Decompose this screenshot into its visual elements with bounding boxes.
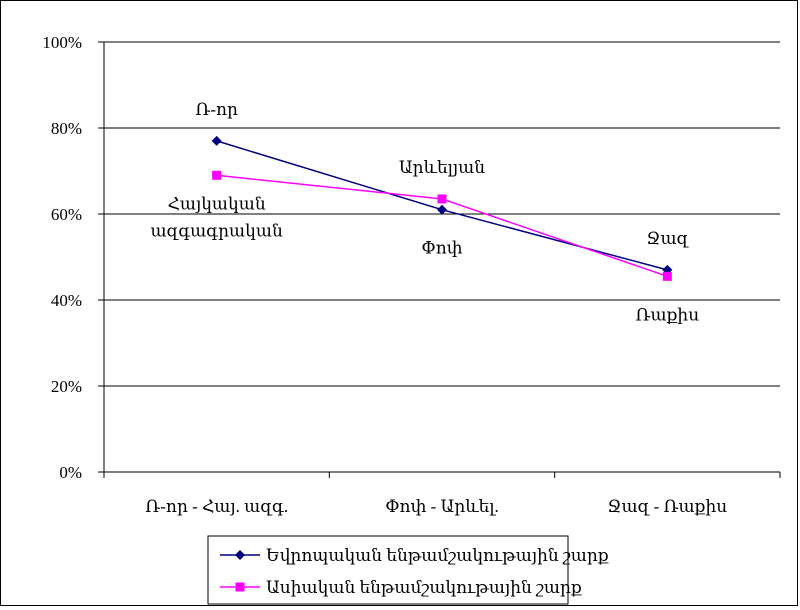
point-marker [662, 271, 672, 281]
data-label: Ռաքիս [635, 305, 699, 324]
y-tick-label: 20% [51, 377, 82, 396]
point-marker [211, 135, 222, 146]
x-tick-label: Ջազ - Ռաքիս [607, 497, 727, 516]
series-line-2 [216, 174, 668, 278]
y-tick-label: 60% [51, 205, 82, 224]
point-marker [437, 204, 447, 215]
point-marker [437, 194, 447, 204]
series-layer [211, 135, 673, 281]
data-label: Ջազ [646, 229, 688, 248]
legend-marker [235, 550, 245, 560]
data-label: Արևելյան [399, 158, 485, 177]
axes: 0% 20% 40% 60% 80% 100% Ռ-որ - Հայ. ազգ. Փոփ - … [42, 33, 781, 516]
data-labels: Ռ-որ Փոփ Ջազ Հայկական ազգագրական Արևելյան Ռաքի… [151, 100, 700, 324]
legend-box [207, 535, 569, 605]
x-tick-label: Փոփ - Արևել. [385, 497, 499, 516]
y-tick-label: 0% [59, 463, 82, 482]
y-tick-label: 100% [42, 33, 82, 52]
legend-marker [235, 582, 245, 592]
data-label: Փոփ [421, 239, 462, 258]
point-marker [212, 170, 222, 180]
data-label: Հայկական ազգագրական [151, 194, 283, 240]
data-label: Ռ-որ [195, 100, 238, 119]
legend: Եվրոպական ենթամշակութային շարք Ասիական են… [207, 535, 609, 605]
y-tick-label: 80% [51, 119, 82, 138]
legend-label: Եվրոպական ենթամշակութային շարք [266, 546, 609, 565]
legend-label: Ասիական ենթամշակութային շարք [266, 578, 582, 597]
x-tick-label: Ռ-որ - Հայ. ազգ. [145, 497, 288, 516]
y-tick-label: 40% [51, 291, 82, 310]
